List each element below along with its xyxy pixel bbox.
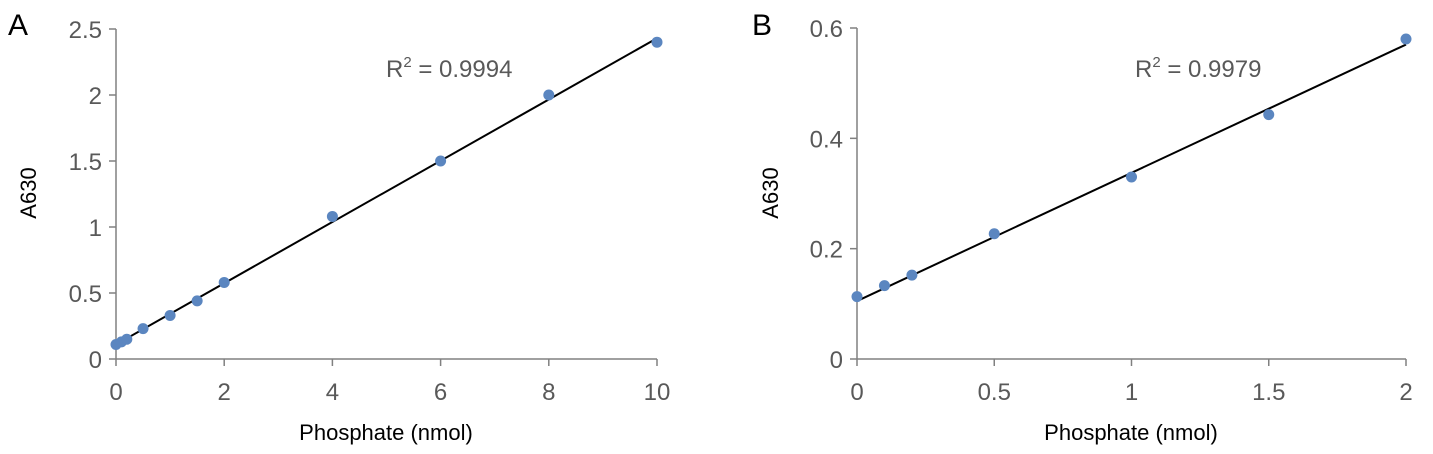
x-tick-label: 0	[109, 379, 122, 406]
data-point	[1126, 171, 1137, 183]
data-point	[1263, 109, 1275, 121]
r-squared-annotation-b: R2 = 0.9979	[1135, 54, 1261, 83]
data-point	[543, 89, 555, 101]
data-point	[164, 309, 176, 321]
x-tick-label: 1	[1125, 379, 1138, 406]
data-point	[878, 280, 890, 292]
r-squared-value: = 0.9979	[1161, 56, 1262, 83]
y-tick-label: 1.5	[69, 149, 102, 176]
data-point	[121, 333, 133, 345]
y-tick-label: 0	[830, 347, 843, 374]
r-squared-superscript: 2	[403, 54, 411, 71]
y-tick-label: 2.5	[69, 17, 102, 44]
x-tick-label: 6	[434, 379, 447, 406]
x-tick-label: 10	[644, 379, 671, 406]
data-point	[218, 276, 230, 288]
chart-panel-b: B 0 0.2 0.4 0.6 0 0.5 1 1.5 2 Phosphate (nmol) A…	[752, 9, 1413, 445]
x-tick-label: 0.5	[978, 379, 1011, 406]
r-squared-superscript: 2	[1152, 54, 1160, 71]
r-squared-annotation-a: R2 = 0.9994	[386, 54, 512, 83]
x-tick-label: 8	[542, 379, 555, 406]
y-tick-label: 2	[89, 83, 102, 110]
y-tick-label: 0.2	[810, 237, 843, 264]
x-tick-label: 0	[850, 379, 863, 406]
plot-area-b: 0 0.2 0.4 0.6 0 0.5 1 1.5 2	[810, 16, 1413, 406]
y-tick-label: 0.4	[810, 126, 843, 153]
r-squared-prefix: R	[386, 56, 403, 83]
r-squared-value: = 0.9994	[412, 56, 513, 83]
x-tick-label: 1.5	[1252, 379, 1285, 406]
data-point	[435, 155, 447, 167]
trendline	[115, 37, 658, 346]
x-axis-label-b: Phosphate (nmol)	[1044, 420, 1218, 445]
y-axis-label-b: A630	[758, 167, 783, 218]
x-tick-label: 2	[1399, 379, 1412, 406]
panel-label-a: A	[8, 9, 28, 42]
x-tick-label: 4	[326, 379, 339, 406]
data-point	[906, 269, 918, 281]
y-tick-label: 0	[89, 347, 102, 374]
data-point	[988, 228, 1000, 240]
plot-area-a: 0 0.5 1 1.5 2 2.5 0 2 4 6 8 10	[69, 17, 671, 406]
y-tick-label: 0.6	[810, 16, 843, 43]
data-point	[851, 291, 863, 303]
x-axis-label-a: Phosphate (nmol)	[299, 420, 473, 445]
panel-label-b: B	[752, 9, 772, 42]
data-point	[651, 36, 663, 48]
y-tick-label: 1	[89, 215, 102, 242]
data-point	[137, 323, 149, 335]
r-squared-prefix: R	[1135, 56, 1152, 83]
x-tick-label: 2	[218, 379, 231, 406]
y-axis-label-a: A630	[16, 167, 41, 218]
y-tick-label: 0.5	[69, 281, 102, 308]
data-point	[1400, 33, 1412, 45]
data-point	[191, 295, 203, 307]
data-point	[326, 210, 338, 222]
chart-panel-a: A 0 0.5 1 1.5 2 2.5 0 2 4 6 8 10 Phosphate (nmol) A…	[8, 9, 670, 445]
